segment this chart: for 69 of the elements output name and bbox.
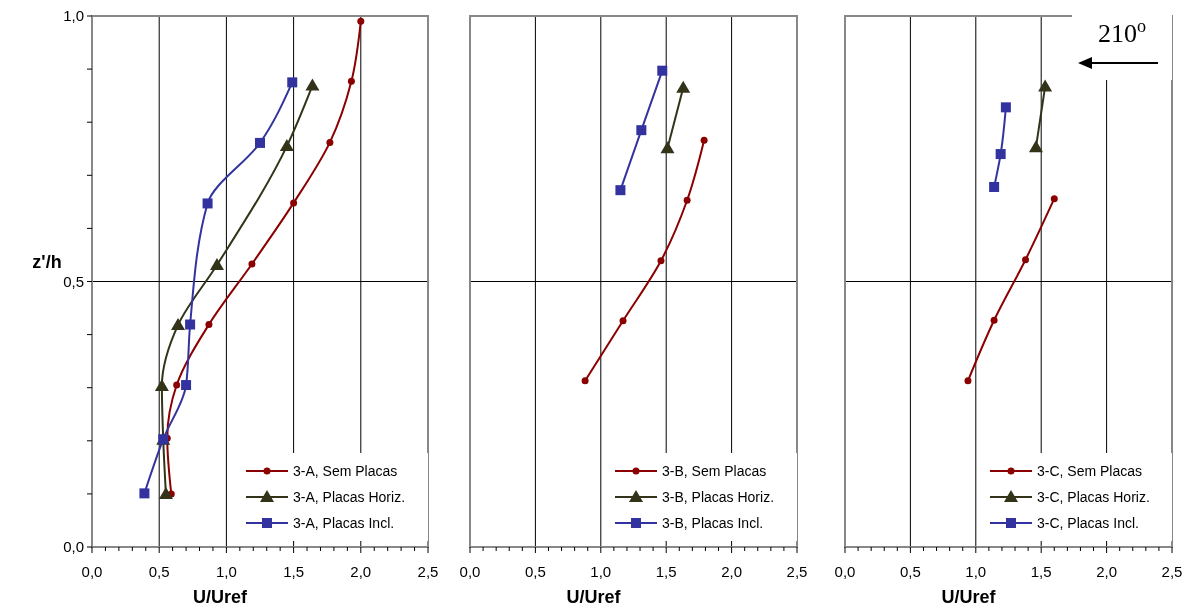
point [154,379,169,392]
x-tick-label: 0,5 [524,563,546,580]
x-tick-label: 1,0 [215,563,237,580]
point [964,377,972,385]
point [615,185,626,196]
x-tick-label: 0,0 [81,563,103,580]
point [171,318,186,331]
point [209,258,224,271]
point [305,78,320,91]
annotation: 210$^{o}$ [1097,16,1147,48]
point [181,380,192,391]
point [1022,256,1029,264]
x-tick-label: 1,0 [590,563,612,580]
point [357,17,365,25]
point [683,196,691,204]
point [279,139,294,152]
point [990,316,998,324]
point [347,77,355,85]
point [995,149,1006,160]
point [158,486,173,499]
y-tick-label: 0,0 [63,538,84,555]
point [287,77,298,88]
legend-label: 3-A, Sem Placas [293,463,398,479]
point [185,319,196,330]
x-tick-label: 0,5 [899,563,921,580]
point [619,317,627,325]
x-tick-label: 2,5 [1161,563,1183,580]
point [989,181,1000,192]
point [1050,195,1058,203]
point [636,125,647,136]
y-tick-label: 1,0 [63,7,84,24]
point [290,199,298,207]
x-tick-label: 2,5 [786,563,808,580]
point [1000,102,1011,113]
point [173,381,181,389]
point [205,321,213,329]
point [581,377,589,385]
x-axis-title: U/Uref [566,587,622,607]
legend-label: 3-B, Placas Incl. [662,515,764,531]
legend-label: 3-C, Placas Incl. [1037,515,1139,531]
point [657,257,665,265]
legend-label: 3-A, Placas Horiz. [293,489,406,505]
x-tick-label: 0,0 [459,563,481,580]
legend-label: 3-C, Placas Horiz. [1037,489,1150,505]
x-axis-title: U/Uref [192,587,249,607]
x-tick-label: 1,5 [655,563,677,580]
point [700,136,708,144]
x-axis-title: U/Uref [941,587,997,607]
x-tick-label: 1,5 [283,563,305,580]
y-axis-title: z'/h [32,251,62,272]
point [139,488,150,499]
legend-label: 3-A, Placas Incl. [293,515,395,531]
point [255,137,265,148]
x-tick-label: 2,0 [1096,563,1118,580]
point [248,260,256,268]
point [326,138,334,146]
x-tick-label: 1,0 [965,563,987,580]
legend-label: 3-B, Placas Horiz. [662,489,775,505]
x-tick-label: 2,0 [350,563,372,580]
x-tick-label: 0,5 [148,563,170,580]
legend-label: 3-B, Sem Placas [662,463,767,479]
y-tick-label: 0,5 [63,272,84,290]
x-tick-label: 2,5 [417,563,439,580]
x-tick-label: 1,5 [1030,563,1052,580]
x-tick-label: 0,0 [834,563,856,580]
x-tick-label: 2,0 [721,563,743,580]
point [202,198,213,209]
point [657,65,668,76]
legend-label: 3-C, Sem Placas [1037,463,1143,479]
